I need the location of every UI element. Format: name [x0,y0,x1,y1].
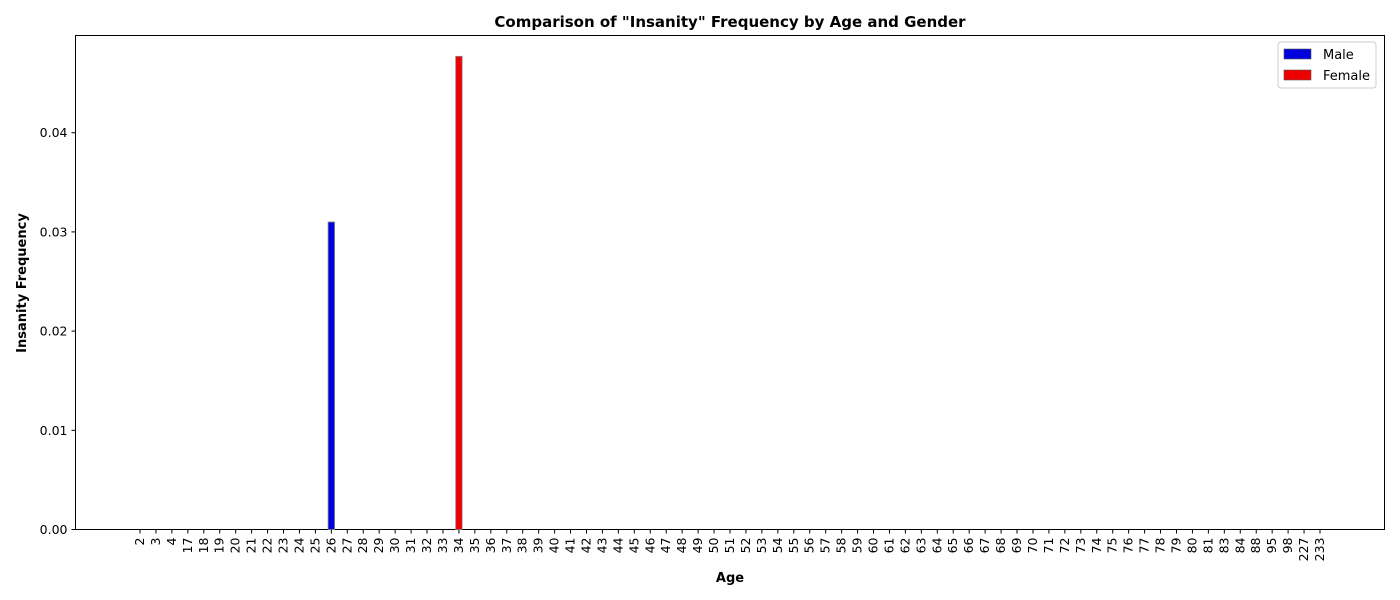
x-tick-label: 44 [610,537,625,553]
x-tick-label: 53 [754,538,769,554]
x-tick-label: 83 [1216,538,1231,554]
x-tick-label: 46 [642,537,657,553]
x-tick-label: 227 [1296,538,1311,562]
bar-male-age-26 [327,221,336,530]
x-tick-label: 32 [419,538,434,554]
x-tick-label: 23 [276,538,291,554]
bars-group [327,55,463,530]
x-tick-label: 43 [594,538,609,554]
x-tick-label: 75 [1105,538,1120,554]
x-tick-label: 54 [770,537,785,553]
y-tick-label: 0.00 [40,522,68,537]
x-tick-label: 25 [307,538,322,554]
y-axis-label: Insanity Frequency [15,213,30,353]
x-tick-label: 42 [578,538,593,554]
x-tick-label: 79 [1168,537,1183,553]
legend: Male Female [1277,41,1377,89]
x-tick-label: 40 [547,537,562,553]
x-tick-label: 49 [690,537,705,553]
x-tick-label: 34 [451,537,466,553]
legend-swatch-male [1283,48,1312,60]
x-tick-label: 31 [403,538,418,554]
x-tick-label: 65 [945,538,960,554]
x-tick-label: 88 [1248,537,1263,553]
x-tick-label: 63 [913,538,928,554]
bar-female-age-34 [455,55,463,530]
y-tick-label: 0.01 [40,423,68,438]
x-tick-label: 56 [802,537,817,553]
x-tick-label: 78 [1153,537,1168,553]
x-tick-label: 45 [626,538,641,554]
x-tick-label: 26 [323,537,338,553]
x-tick-label: 4 [164,537,179,545]
x-tick-label: 36 [483,537,498,553]
x-tick-label: 60 [866,537,881,553]
x-tick-label: 18 [196,537,211,553]
x-tick-label: 76 [1121,537,1136,553]
x-tick-label: 21 [244,538,259,554]
x-tick-label: 64 [929,537,944,553]
x-tick-label: 28 [355,537,370,553]
x-tick-label: 61 [881,538,896,554]
x-tick-label: 2 [132,538,147,546]
x-tick-label: 29 [371,537,386,553]
x-tick-label: 233 [1312,538,1327,562]
x-tick-label: 24 [291,537,306,553]
legend-label-female: Female [1323,69,1370,84]
x-tick-label: 47 [658,538,673,554]
x-tick-label: 19 [212,537,227,553]
x-tick-label: 55 [786,538,801,554]
x-tick-label: 3 [148,538,163,546]
x-tick-label: 52 [738,538,753,554]
x-tick-label: 35 [467,538,482,554]
x-tick-label: 39 [531,537,546,553]
x-tick-label: 27 [339,538,354,554]
x-tick-label: 70 [1025,537,1040,553]
chart-title: Comparison of "Insanity" Frequency by Ag… [494,13,966,31]
y-axis: 0.00 0.01 0.02 0.03 0.04 [40,125,76,537]
x-tick-label: 22 [260,538,275,554]
x-tick-label: 51 [722,538,737,554]
y-tick-label: 0.04 [40,125,68,140]
x-tick-label: 69 [1009,537,1024,553]
x-tick-label: 80 [1184,537,1199,553]
x-axis: 2 3 4 17 18 19 20 21 22 23 24 25 26 27 28 29 30 31 32 33 34 3… [132,529,1327,562]
y-tick-label: 0.02 [40,324,68,339]
x-tick-label: 66 [961,537,976,553]
x-tick-label: 30 [387,537,402,553]
x-tick-label: 20 [228,537,243,553]
x-tick-label: 41 [563,538,578,554]
x-tick-label: 68 [993,537,1008,553]
x-tick-label: 38 [515,537,530,553]
x-tick-label: 98 [1280,537,1295,553]
x-axis-label: Age [716,571,744,586]
x-tick-label: 73 [1073,538,1088,554]
legend-label-male: Male [1323,48,1354,63]
x-tick-label: 48 [674,537,689,553]
x-tick-label: 95 [1264,538,1279,554]
x-tick-label: 72 [1057,538,1072,554]
x-tick-label: 17 [180,538,195,554]
x-tick-label: 67 [977,538,992,554]
x-tick-label: 74 [1089,537,1104,553]
x-tick-label: 50 [706,537,721,553]
x-tick-label: 77 [1137,538,1152,554]
x-tick-label: 58 [834,537,849,553]
plot-area-frame [75,35,1385,530]
x-tick-label: 71 [1041,538,1056,554]
x-tick-label: 37 [499,538,514,554]
x-tick-label: 57 [818,538,833,554]
x-tick-label: 33 [435,538,450,554]
x-tick-label: 84 [1232,537,1247,553]
legend-swatch-female [1283,69,1312,81]
y-tick-label: 0.03 [40,224,68,239]
x-tick-label: 59 [850,537,865,553]
x-tick-label: 81 [1200,538,1215,554]
x-tick-label: 62 [897,538,912,554]
